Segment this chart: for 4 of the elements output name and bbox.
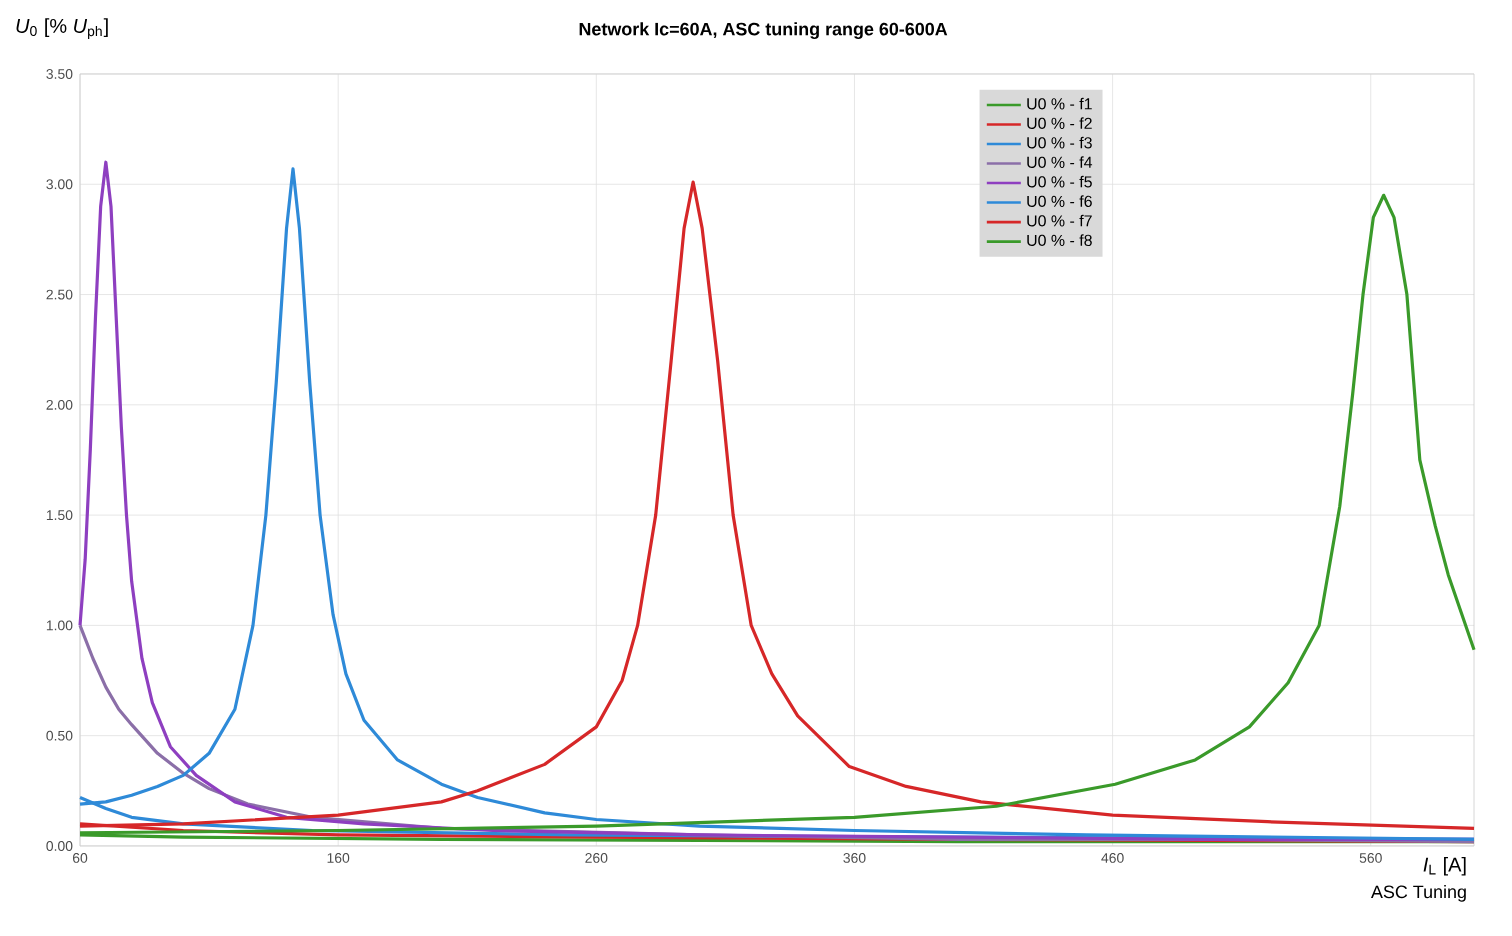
y-axis-title: U$_{0}$ [% U$_{ph}$] (16, 18, 108, 39)
text: ASC Tuning (1370, 885, 1466, 902)
chart-title: Network Ic=60A, ASC tuning range 60-600A (579, 22, 948, 40)
x-axis-title: I$_{L}$ [A] (1423, 857, 1466, 876)
